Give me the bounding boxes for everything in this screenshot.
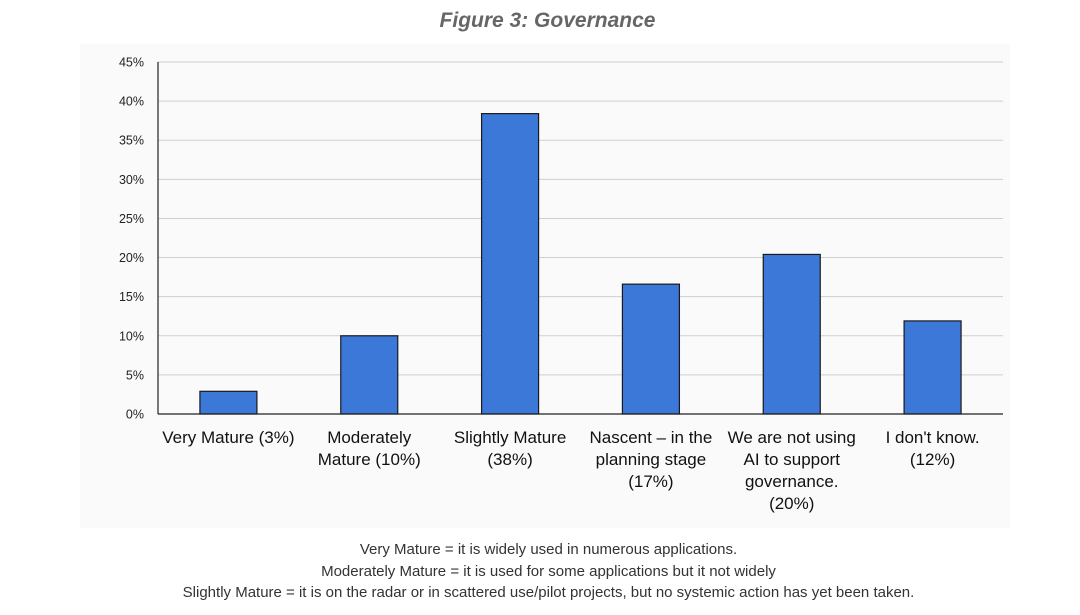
- footnote-very-mature: Very Mature = it is widely used in numer…: [359, 541, 738, 558]
- y-tick-label: 10%: [119, 329, 144, 343]
- bar: [199, 390, 258, 415]
- y-tick-label: 5%: [126, 368, 144, 382]
- x-category-label: We are not using AI to support governanc…: [727, 428, 856, 513]
- x-category-label: Very Mature (3%): [162, 428, 295, 447]
- y-tick-label: 35%: [119, 134, 144, 148]
- y-tick-label: 20%: [119, 251, 144, 265]
- chart-panel: 0% 5% 10% 15% 20% 25% 30% 35% 40% 45% Very Mature…: [80, 44, 1010, 528]
- chart-title: Figure 3: Governance: [439, 9, 656, 32]
- y-tick-label: 30%: [119, 173, 144, 187]
- y-tick-label: 40%: [119, 95, 144, 109]
- bar: [621, 283, 681, 415]
- footnote-moderately-mature: Moderately Mature = it is used for some …: [321, 562, 776, 580]
- bar: [340, 335, 399, 415]
- y-tick-label: 15%: [119, 290, 144, 304]
- bar: [762, 253, 821, 415]
- x-category-label: Slightly Mature (38%): [453, 428, 567, 469]
- x-category-label: I don't know. (12%): [885, 428, 980, 469]
- x-category-label: Moderately Mature (10%): [317, 428, 421, 469]
- y-tick-label: 25%: [119, 212, 144, 226]
- x-category-label: Nascent – in the planning stage (17%): [589, 428, 713, 491]
- y-tick-label: 45%: [119, 56, 144, 70]
- bar: [903, 320, 962, 415]
- footnotes: Very Mature = it is widely used in numer…: [0, 539, 1080, 604]
- bar-chart: 0% 5% 10% 15% 20% 25% 30% 35% 40% 45%: [119, 56, 1003, 422]
- bar: [480, 113, 540, 415]
- footnote-slightly-mature: Slightly Mature = it is on the radar or …: [182, 584, 915, 601]
- y-tick-label: 0%: [126, 408, 144, 422]
